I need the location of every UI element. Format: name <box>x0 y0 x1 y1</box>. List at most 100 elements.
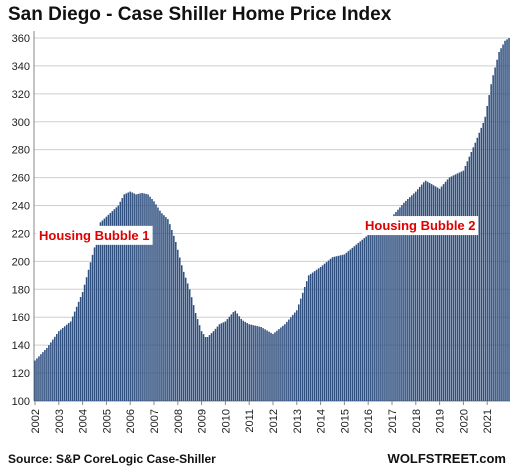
bar <box>129 191 131 401</box>
bar <box>472 147 475 401</box>
bar <box>488 95 490 401</box>
x-tick-label: 2008 <box>173 409 185 433</box>
bar <box>248 324 250 401</box>
bar <box>38 356 40 401</box>
bar <box>105 216 108 401</box>
bar <box>387 219 389 401</box>
bar <box>89 262 92 401</box>
x-tick-label: 2002 <box>30 409 42 433</box>
bar <box>206 337 209 401</box>
bar <box>391 216 393 401</box>
bar <box>52 339 54 401</box>
bar <box>44 350 46 401</box>
bar <box>357 242 360 401</box>
bar <box>458 172 461 401</box>
bar <box>436 187 439 401</box>
bar <box>141 192 143 401</box>
bar <box>208 335 211 401</box>
bar <box>260 327 262 401</box>
bar <box>179 257 181 401</box>
bar <box>192 305 195 401</box>
bar <box>292 314 294 401</box>
bar <box>56 333 58 401</box>
bar <box>379 226 381 401</box>
bar <box>270 332 272 401</box>
bar <box>353 246 356 401</box>
bar <box>307 275 310 401</box>
bar <box>198 325 201 401</box>
bar <box>131 192 133 401</box>
bar <box>204 337 207 401</box>
bar <box>442 184 445 401</box>
bar <box>155 204 157 401</box>
bar <box>252 325 254 401</box>
bar <box>161 213 163 401</box>
bar <box>81 292 84 401</box>
bar <box>440 186 443 401</box>
bar <box>426 181 429 401</box>
bar <box>149 196 151 401</box>
annotation-label: Housing Bubble 1 <box>39 228 150 243</box>
bar <box>327 260 330 401</box>
x-tick-label: 2014 <box>316 409 328 433</box>
bar <box>446 179 449 401</box>
bar <box>171 229 173 401</box>
bar <box>115 207 118 401</box>
bar <box>246 323 248 401</box>
bar <box>355 244 358 401</box>
bar <box>411 195 413 401</box>
x-tick-label: 2018 <box>411 409 423 433</box>
bar <box>397 209 399 401</box>
bar <box>434 186 437 401</box>
bar <box>40 354 42 401</box>
bar <box>163 215 165 401</box>
bar <box>321 265 324 401</box>
chart-title: San Diego - Case Shiller Home Price Inde… <box>8 4 392 25</box>
bar <box>173 235 175 401</box>
bar <box>175 241 177 401</box>
x-tick-label: 2011 <box>244 409 256 433</box>
bar <box>466 161 469 401</box>
bar <box>42 352 44 401</box>
x-axis: 2002 2003 2004 2005 2006 2007 2008 2009 2010 2011… <box>30 401 494 433</box>
bar <box>470 152 473 401</box>
bar <box>315 269 318 401</box>
bar <box>504 40 506 401</box>
bar <box>182 271 185 401</box>
bar <box>444 181 447 401</box>
bar <box>317 268 320 401</box>
y-axis: 100 120 140 160 180 200 220 240 260 280 300 320 340 3… <box>12 33 30 408</box>
bar <box>409 197 411 401</box>
bar <box>395 212 397 401</box>
bar <box>325 262 328 401</box>
bar <box>278 329 280 401</box>
bar <box>228 316 231 401</box>
bar <box>367 234 369 401</box>
bar <box>77 301 80 401</box>
bar <box>210 333 213 401</box>
bar <box>222 322 225 401</box>
bar <box>377 227 379 401</box>
bar <box>143 193 145 401</box>
bar <box>311 272 314 401</box>
bar <box>341 254 344 401</box>
x-tick-label: 2005 <box>101 409 113 433</box>
bar <box>230 314 233 401</box>
y-tick-label: 120 <box>12 368 30 380</box>
bar <box>200 331 203 401</box>
bar <box>290 317 292 401</box>
bar <box>103 218 106 401</box>
bar <box>399 207 401 401</box>
bar <box>351 247 354 401</box>
bar <box>167 219 169 401</box>
bar <box>87 269 90 401</box>
bar <box>107 214 110 401</box>
bar <box>117 205 120 401</box>
x-tick-label: 2012 <box>268 409 280 433</box>
bar <box>121 198 124 401</box>
bar <box>299 298 302 401</box>
bar <box>418 186 421 401</box>
x-tick-label: 2013 <box>292 409 304 433</box>
x-tick-label: 2016 <box>363 409 375 433</box>
bar <box>250 324 252 401</box>
